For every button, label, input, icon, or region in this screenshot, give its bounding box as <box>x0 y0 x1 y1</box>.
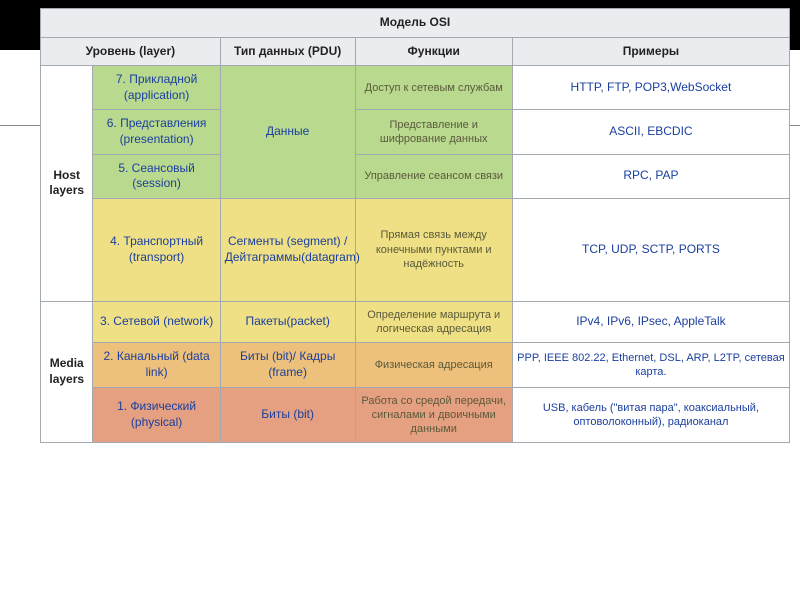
pdu-2: Биты (bit)/ Кадры (frame) <box>220 343 355 387</box>
table-row: 1. Физический (physical) Биты (bit) Рабо… <box>41 387 790 443</box>
example-7: HTTP, FTP, POP3,WebSocket <box>512 66 789 110</box>
pdu-transport: Сегменты (segment) /Дейтаграммы(datagram… <box>220 198 355 301</box>
table-title-row: Модель OSI <box>41 9 790 38</box>
example-6: ASCII, EBCDIC <box>512 110 789 154</box>
table-row: 6. Представления (presentation) Представ… <box>41 110 790 154</box>
pdu-upper: Данные <box>220 66 355 199</box>
table-row: Media layers 3. Сетевой (network) Пакеты… <box>41 301 790 343</box>
func-1: Работа со средой передачи, сигналами и д… <box>355 387 512 443</box>
table-row: 5. Сеансовый (session) Управление сеансо… <box>41 154 790 198</box>
layer-1: 1. Физический (physical) <box>93 387 220 443</box>
func-6: Представление и шифрование данных <box>355 110 512 154</box>
pdu-1: Биты (bit) <box>220 387 355 443</box>
table-row: 2. Канальный (data link) Биты (bit)/ Кад… <box>41 343 790 387</box>
osi-model-table: Модель OSI Уровень (layer) Тип данных (P… <box>40 8 790 443</box>
example-4: TCP, UDP, SCTP, PORTS <box>512 198 789 301</box>
table-row: 4. Транспортный (transport) Сегменты (se… <box>41 198 790 301</box>
layer-2: 2. Канальный (data link) <box>93 343 220 387</box>
table-header-row: Уровень (layer) Тип данных (PDU) Функции… <box>41 37 790 66</box>
group-host-layers: Host layers <box>41 66 93 302</box>
layer-7: 7. Прикладной (application) <box>93 66 220 110</box>
func-7: Доступ к сетевым службам <box>355 66 512 110</box>
func-3: Определение маршрута и логическая адреса… <box>355 301 512 343</box>
example-5: RPC, PAP <box>512 154 789 198</box>
func-2: Физическая адресация <box>355 343 512 387</box>
header-func: Функции <box>355 37 512 66</box>
header-example: Примеры <box>512 37 789 66</box>
table-row: Host layers 7. Прикладной (application) … <box>41 66 790 110</box>
func-4: Прямая связь между конечными пунктами и … <box>355 198 512 301</box>
header-pdu: Тип данных (PDU) <box>220 37 355 66</box>
osi-table-container: Модель OSI Уровень (layer) Тип данных (P… <box>40 8 790 443</box>
layer-6: 6. Представления (presentation) <box>93 110 220 154</box>
layer-5: 5. Сеансовый (session) <box>93 154 220 198</box>
layer-4: 4. Транспортный (transport) <box>93 198 220 301</box>
example-2: PPP, IEEE 802.22, Ethernet, DSL, ARP, L2… <box>512 343 789 387</box>
func-5: Управление сеансом связи <box>355 154 512 198</box>
example-3: IPv4, IPv6, IPsec, AppleTalk <box>512 301 789 343</box>
example-1: USB, кабель ("витая пара", коаксиальный,… <box>512 387 789 443</box>
group-media-layers: Media layers <box>41 301 93 443</box>
pdu-3: Пакеты(packet) <box>220 301 355 343</box>
header-layer: Уровень (layer) <box>41 37 221 66</box>
layer-3: 3. Сетевой (network) <box>93 301 220 343</box>
table-title: Модель OSI <box>41 9 790 38</box>
